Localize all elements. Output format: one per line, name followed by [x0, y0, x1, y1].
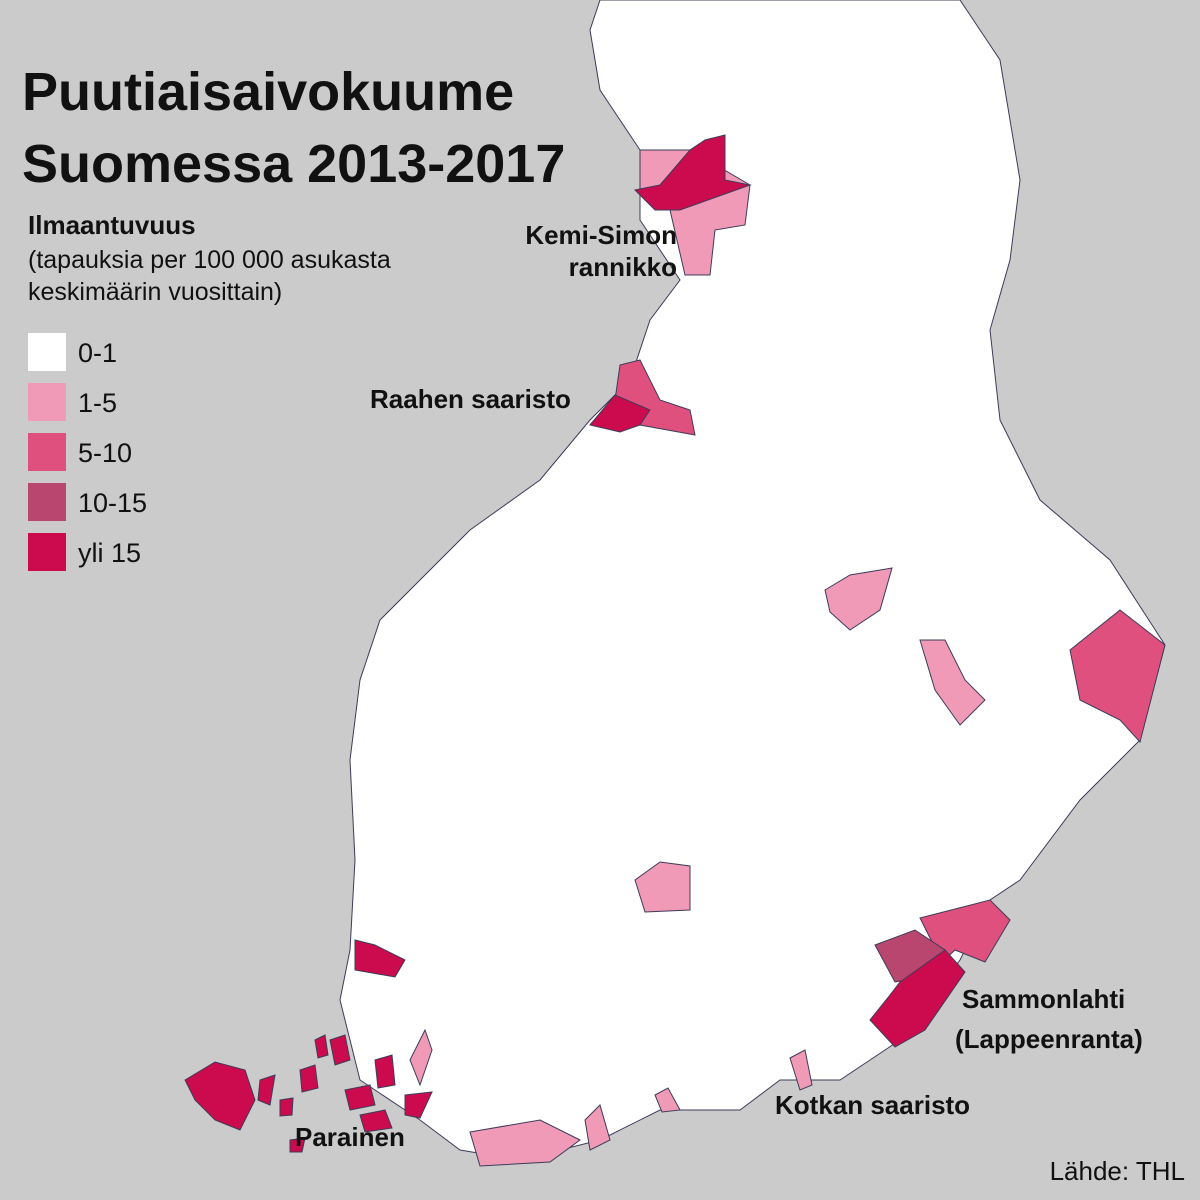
region	[314, 1034, 329, 1059]
title-line: Puutiaisaivokuume	[22, 62, 514, 122]
region	[354, 939, 406, 978]
annotation: rannikko	[569, 252, 677, 282]
region	[289, 1137, 306, 1153]
legend-swatch	[28, 333, 66, 371]
legend-swatch	[28, 383, 66, 421]
region	[404, 1091, 433, 1119]
regions	[184, 134, 1166, 1167]
region	[279, 1097, 294, 1117]
region	[824, 567, 893, 631]
region	[1069, 609, 1166, 744]
region	[469, 1119, 581, 1167]
annotation: Raahen saaristo	[370, 384, 571, 414]
region	[919, 639, 986, 726]
region	[374, 1054, 396, 1089]
region	[789, 1049, 813, 1091]
annotation: Kotkan saaristo	[775, 1090, 970, 1120]
source: Lähde: THL	[1050, 1156, 1185, 1186]
region	[299, 1064, 319, 1093]
legend-label: 5-10	[78, 438, 132, 468]
legend-label: 10-15	[78, 488, 147, 518]
annotation: Kemi-Simon	[525, 220, 677, 250]
region	[633, 134, 752, 211]
legend-swatch	[28, 483, 66, 521]
region	[344, 1084, 376, 1111]
region	[869, 949, 966, 1048]
region	[184, 1061, 256, 1131]
region	[634, 861, 691, 913]
region	[257, 1074, 276, 1106]
region	[409, 1028, 433, 1087]
annotation: Parainen	[295, 1122, 405, 1152]
legend: 0-1 1-5 5-10 10-15 yli 15	[28, 333, 147, 571]
legend-title: Ilmaantuvuus	[28, 210, 196, 240]
region	[359, 1109, 393, 1133]
region	[329, 1034, 351, 1066]
region	[654, 1087, 681, 1113]
annotation: (Lappeenranta)	[955, 1024, 1143, 1054]
legend-swatch	[28, 433, 66, 471]
legend-label: 0-1	[78, 338, 117, 368]
region	[589, 394, 651, 433]
region	[584, 1104, 611, 1151]
legend-label: 1-5	[78, 388, 117, 418]
legend-subtitle: keskimäärin vuosittain)	[28, 278, 282, 306]
legend-subtitle: (tapauksia per 100 000 asukasta	[28, 246, 391, 274]
legend-label: yli 15	[78, 538, 141, 568]
annotation: Sammonlahti	[962, 984, 1125, 1014]
title-line: Suomessa 2013-2017	[22, 134, 565, 194]
legend-swatch	[28, 533, 66, 571]
